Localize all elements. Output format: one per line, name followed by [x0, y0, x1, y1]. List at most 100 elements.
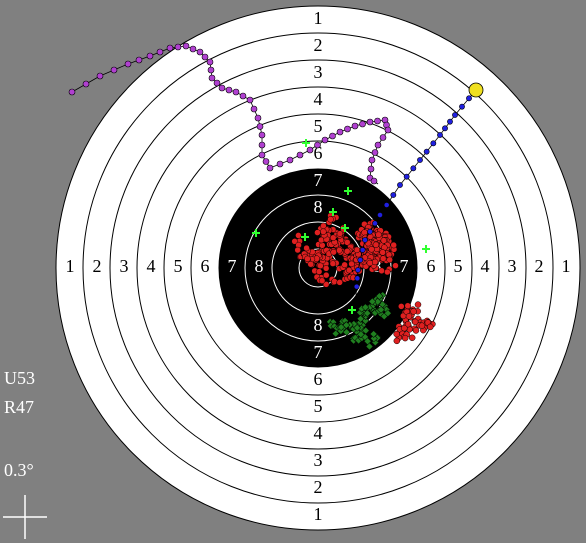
- trace-dot: [342, 328, 351, 337]
- trace-dot: [362, 237, 368, 243]
- shot-marker: [422, 245, 430, 253]
- trace-dot: [368, 156, 376, 164]
- trace-dot: [348, 260, 355, 268]
- trace-dot: [398, 303, 405, 310]
- ring-label: 8: [314, 197, 323, 217]
- trace-dot: [266, 164, 274, 172]
- trace-dot: [377, 212, 383, 218]
- trace-dot: [323, 271, 330, 279]
- trace-dot: [254, 114, 262, 122]
- trace-dot: [320, 228, 327, 235]
- right-offset: R47: [4, 397, 34, 417]
- trace-dot: [393, 330, 400, 338]
- trace-dot: [405, 313, 413, 320]
- shot-marker: [344, 187, 352, 195]
- trace-dot: [258, 151, 266, 159]
- trace-dot: [363, 309, 372, 318]
- trace-dot: [276, 160, 284, 168]
- trace-dot: [68, 88, 76, 96]
- trace-dot: [371, 149, 379, 156]
- trace-dot: [379, 255, 387, 262]
- trace-dot: [374, 141, 382, 149]
- trace-dot: [315, 268, 323, 275]
- trace-dot: [182, 42, 190, 50]
- trace-dot: [374, 117, 381, 125]
- trace-dot: [232, 88, 240, 96]
- trace-dot: [82, 80, 90, 88]
- trace-dot: [379, 134, 387, 141]
- trace-dot: [353, 283, 360, 290]
- trace-dot: [189, 45, 197, 53]
- trace-dot: [304, 255, 311, 263]
- ring-label: 5: [314, 396, 323, 416]
- trace-dot: [361, 326, 370, 335]
- shot-marker: [348, 306, 356, 314]
- ring-label: 7: [314, 342, 323, 362]
- trace-dot: [314, 141, 321, 149]
- trace-dot: [365, 342, 374, 351]
- ring-label: 5: [174, 256, 183, 276]
- trace-dot: [384, 126, 392, 134]
- trace-dot: [341, 261, 348, 269]
- trace-dot: [135, 56, 143, 64]
- trace-dot: [357, 257, 364, 263]
- shot-marker: [329, 208, 337, 216]
- trace-dot: [206, 58, 214, 66]
- trace-dot: [368, 246, 375, 253]
- trace-dot: [296, 151, 304, 159]
- trace-dot: [459, 103, 465, 110]
- trace-dot: [208, 74, 216, 82]
- trace-dot: [379, 249, 386, 256]
- ring-labels: 11112222333344445555666677778888: [66, 8, 571, 524]
- trace-dot: [110, 66, 118, 74]
- trace-dot: [414, 301, 422, 308]
- trace-dot: [303, 244, 310, 252]
- trace-dot: [327, 216, 334, 223]
- trace-dot: [218, 84, 226, 92]
- trace-dot: [392, 262, 399, 269]
- ring-label: 3: [314, 62, 323, 82]
- trace-dot: [452, 112, 458, 118]
- trace-dot: [369, 330, 378, 338]
- trace-dot: [331, 329, 340, 338]
- ring-label: 7: [228, 256, 237, 276]
- trace-dot: [390, 192, 397, 198]
- trace-dot: [174, 43, 182, 51]
- trace-dot: [378, 267, 385, 275]
- trace-dot: [442, 125, 448, 132]
- trace-dot: [258, 131, 266, 139]
- trace-dot: [377, 305, 385, 314]
- trace-dot: [196, 48, 204, 56]
- ring-label: 1: [314, 504, 323, 524]
- trace-dot: [320, 222, 327, 230]
- trace-dot: [404, 302, 412, 310]
- trace-dot: [344, 239, 351, 246]
- trace-dot: [383, 202, 390, 208]
- trace-dot: [295, 232, 302, 239]
- start-point: [468, 82, 484, 98]
- ring-label: 6: [427, 256, 436, 276]
- trace-dot: [146, 52, 154, 60]
- trace-dot: [370, 334, 378, 343]
- trace-dot: [397, 182, 403, 188]
- trace-dot: [246, 96, 254, 104]
- ring-label: 7: [400, 256, 409, 276]
- ring-label: 6: [201, 256, 210, 276]
- trace-dot: [366, 118, 374, 126]
- trace-dot: [411, 318, 419, 326]
- trace-dot: [239, 92, 247, 100]
- ring-label: 6: [314, 369, 323, 389]
- trace-dot: [393, 337, 401, 345]
- trace-dot: [336, 279, 343, 286]
- trace-dot: [314, 229, 321, 236]
- trace-dot: [354, 275, 361, 282]
- ring-label: 3: [120, 256, 129, 276]
- trace-dot: [96, 72, 104, 80]
- trace-dot: [447, 118, 453, 125]
- ring-label: 5: [314, 116, 323, 136]
- trace-dot: [124, 60, 132, 68]
- trace-dot: [427, 323, 434, 331]
- trace-dot: [330, 248, 337, 256]
